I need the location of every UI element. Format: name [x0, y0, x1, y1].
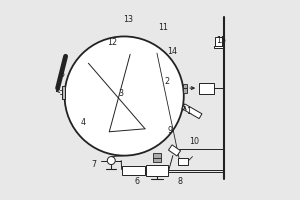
Text: 9: 9 [167, 126, 172, 135]
FancyBboxPatch shape [122, 166, 145, 175]
FancyBboxPatch shape [146, 165, 168, 176]
Text: 11: 11 [158, 23, 168, 32]
FancyBboxPatch shape [153, 153, 161, 158]
Text: 5: 5 [59, 70, 64, 79]
Text: 13: 13 [123, 15, 133, 24]
Circle shape [64, 36, 184, 156]
FancyBboxPatch shape [183, 84, 187, 88]
FancyBboxPatch shape [199, 83, 214, 94]
Text: 12: 12 [107, 38, 117, 47]
Text: 6: 6 [135, 177, 140, 186]
FancyBboxPatch shape [168, 145, 181, 156]
FancyBboxPatch shape [183, 88, 187, 93]
Circle shape [107, 157, 115, 165]
Text: 10: 10 [189, 137, 199, 146]
Text: 15: 15 [216, 36, 226, 45]
FancyBboxPatch shape [182, 104, 202, 119]
Text: 3: 3 [119, 89, 124, 98]
FancyBboxPatch shape [178, 158, 188, 165]
FancyBboxPatch shape [153, 158, 161, 162]
Text: 14: 14 [167, 47, 177, 56]
FancyBboxPatch shape [62, 86, 65, 99]
Text: 7: 7 [92, 160, 97, 169]
Text: 2: 2 [164, 77, 169, 86]
Text: 1: 1 [186, 107, 191, 116]
Text: 4: 4 [81, 118, 86, 127]
Text: 8: 8 [177, 177, 182, 186]
FancyBboxPatch shape [214, 46, 223, 48]
FancyBboxPatch shape [214, 37, 223, 46]
